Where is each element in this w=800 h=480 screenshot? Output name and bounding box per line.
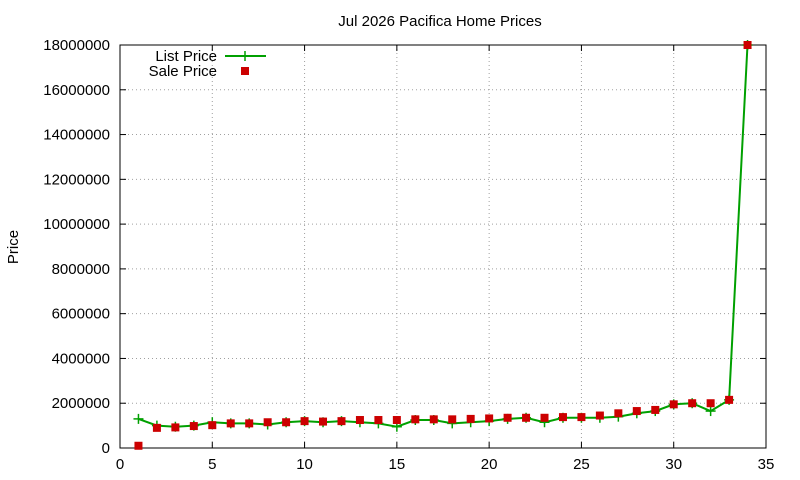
data-point-sale-price [300,417,309,426]
x-tick-label: 5 [208,456,216,473]
data-point-sale-price [189,422,198,431]
x-tick-label: 15 [389,456,406,473]
x-tick-label: 35 [758,456,775,473]
x-tick-label: 20 [481,456,498,473]
data-point-sale-price [208,421,217,430]
data-point-sale-price [688,399,697,408]
y-tick-label: 14000000 [43,127,110,144]
data-point-sale-price [466,414,475,423]
y-tick-label: 6000000 [52,306,110,323]
data-point-sale-price [725,395,734,404]
x-tick-label: 30 [665,456,682,473]
data-point-sale-price [152,423,161,432]
y-tick-label: 10000000 [43,216,110,233]
legend-marker-list-price [240,51,250,61]
data-point-sale-price [632,407,641,416]
data-point-sale-price [577,413,586,422]
y-tick-label: 8000000 [52,261,110,278]
series-layer [133,40,753,450]
data-point-sale-price [522,413,531,422]
data-point-sale-price [706,399,715,408]
data-point-sale-price [429,415,438,424]
x-tick-label: 0 [116,456,124,473]
data-point-sale-price [669,400,678,409]
data-point-sale-price [355,416,364,425]
data-point-sale-price [282,418,291,427]
data-point-sale-price [595,411,604,420]
data-point-list-price [705,406,716,417]
data-point-sale-price [503,413,512,422]
x-tick-label: 10 [296,456,313,473]
data-point-sale-price [337,417,346,426]
data-point-sale-price [374,416,383,425]
y-tick-label: 16000000 [43,82,110,99]
data-point-sale-price [171,423,180,432]
data-point-sale-price [263,418,272,427]
data-point-sale-price [392,416,401,425]
legend: List Price Sale Price [149,48,266,80]
legend-marker-sale-price [241,67,249,75]
grid-lines [120,45,766,448]
y-axis-label: Price [5,230,22,264]
chart-title: Jul 2026 Pacifica Home Prices [338,13,541,30]
data-point-sale-price [651,405,660,414]
data-point-sale-price [540,413,549,422]
y-tick-label: 2000000 [52,395,110,412]
data-point-sale-price [485,414,494,423]
data-point-sale-price [134,441,143,450]
data-point-sale-price [743,41,752,49]
series-line-list-price [138,44,749,428]
data-point-sale-price [614,409,623,418]
data-point-sale-price [558,413,567,422]
legend-label-list-price: List Price [155,48,217,65]
data-point-sale-price [245,419,254,428]
data-point-sale-price [319,417,328,426]
data-point-sale-price [226,419,235,428]
y-tick-label: 0 [102,440,110,457]
y-tick-label: 18000000 [43,37,110,54]
y-tick-label: 12000000 [43,171,110,188]
data-point-list-price [133,413,144,424]
y-tick-label: 4000000 [52,350,110,367]
data-point-sale-price [411,415,420,424]
x-tick-label: 25 [573,456,590,473]
axis-ticks: 0 2000000 4000000 6000000 8000000 10000000 120… [43,37,774,473]
legend-label-sale-price: Sale Price [149,63,217,80]
plot-frame [119,44,767,449]
data-point-sale-price [448,415,457,424]
